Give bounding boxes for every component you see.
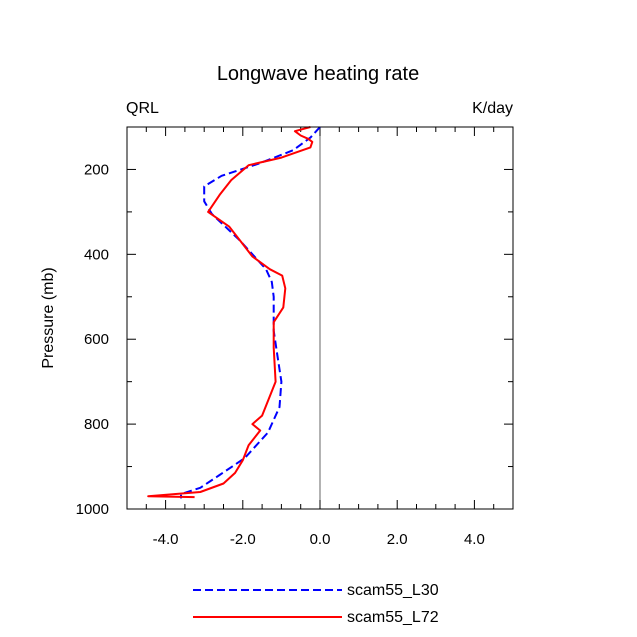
- legend-label: scam55_L30: [347, 582, 439, 599]
- x-tick-label: 0.0: [310, 531, 331, 548]
- y-tick-label: 600: [84, 331, 109, 348]
- series-line-scam55_L30: [180, 126, 321, 499]
- y-axis-label: Pressure (mb): [40, 267, 57, 368]
- legend-label: scam55_L72: [347, 609, 439, 626]
- plot-frame: [126, 126, 514, 510]
- series-group: [147, 126, 321, 499]
- chart-title: Longwave heating rate: [217, 63, 419, 85]
- left-top-label: QRL: [126, 100, 159, 117]
- right-top-label: K/day: [472, 100, 513, 117]
- axis-tick-labels: -4.0 -2.0 0.0 2.0 4.0 200 400 600 800 1000: [76, 161, 485, 548]
- legend: scam55_L30 scam55_L72: [193, 582, 439, 626]
- y-tick-label: 800: [84, 416, 109, 433]
- x-tick-label: 2.0: [387, 531, 408, 548]
- x-tick-label: -4.0: [153, 531, 179, 548]
- x-tick-label: 4.0: [464, 531, 485, 548]
- x-tick-label: -2.0: [230, 531, 256, 548]
- y-tick-label: 1000: [76, 501, 109, 518]
- series-line-scam55_L72: [147, 126, 314, 499]
- y-tick-label: 400: [84, 246, 109, 263]
- y-tick-label: 200: [84, 161, 109, 178]
